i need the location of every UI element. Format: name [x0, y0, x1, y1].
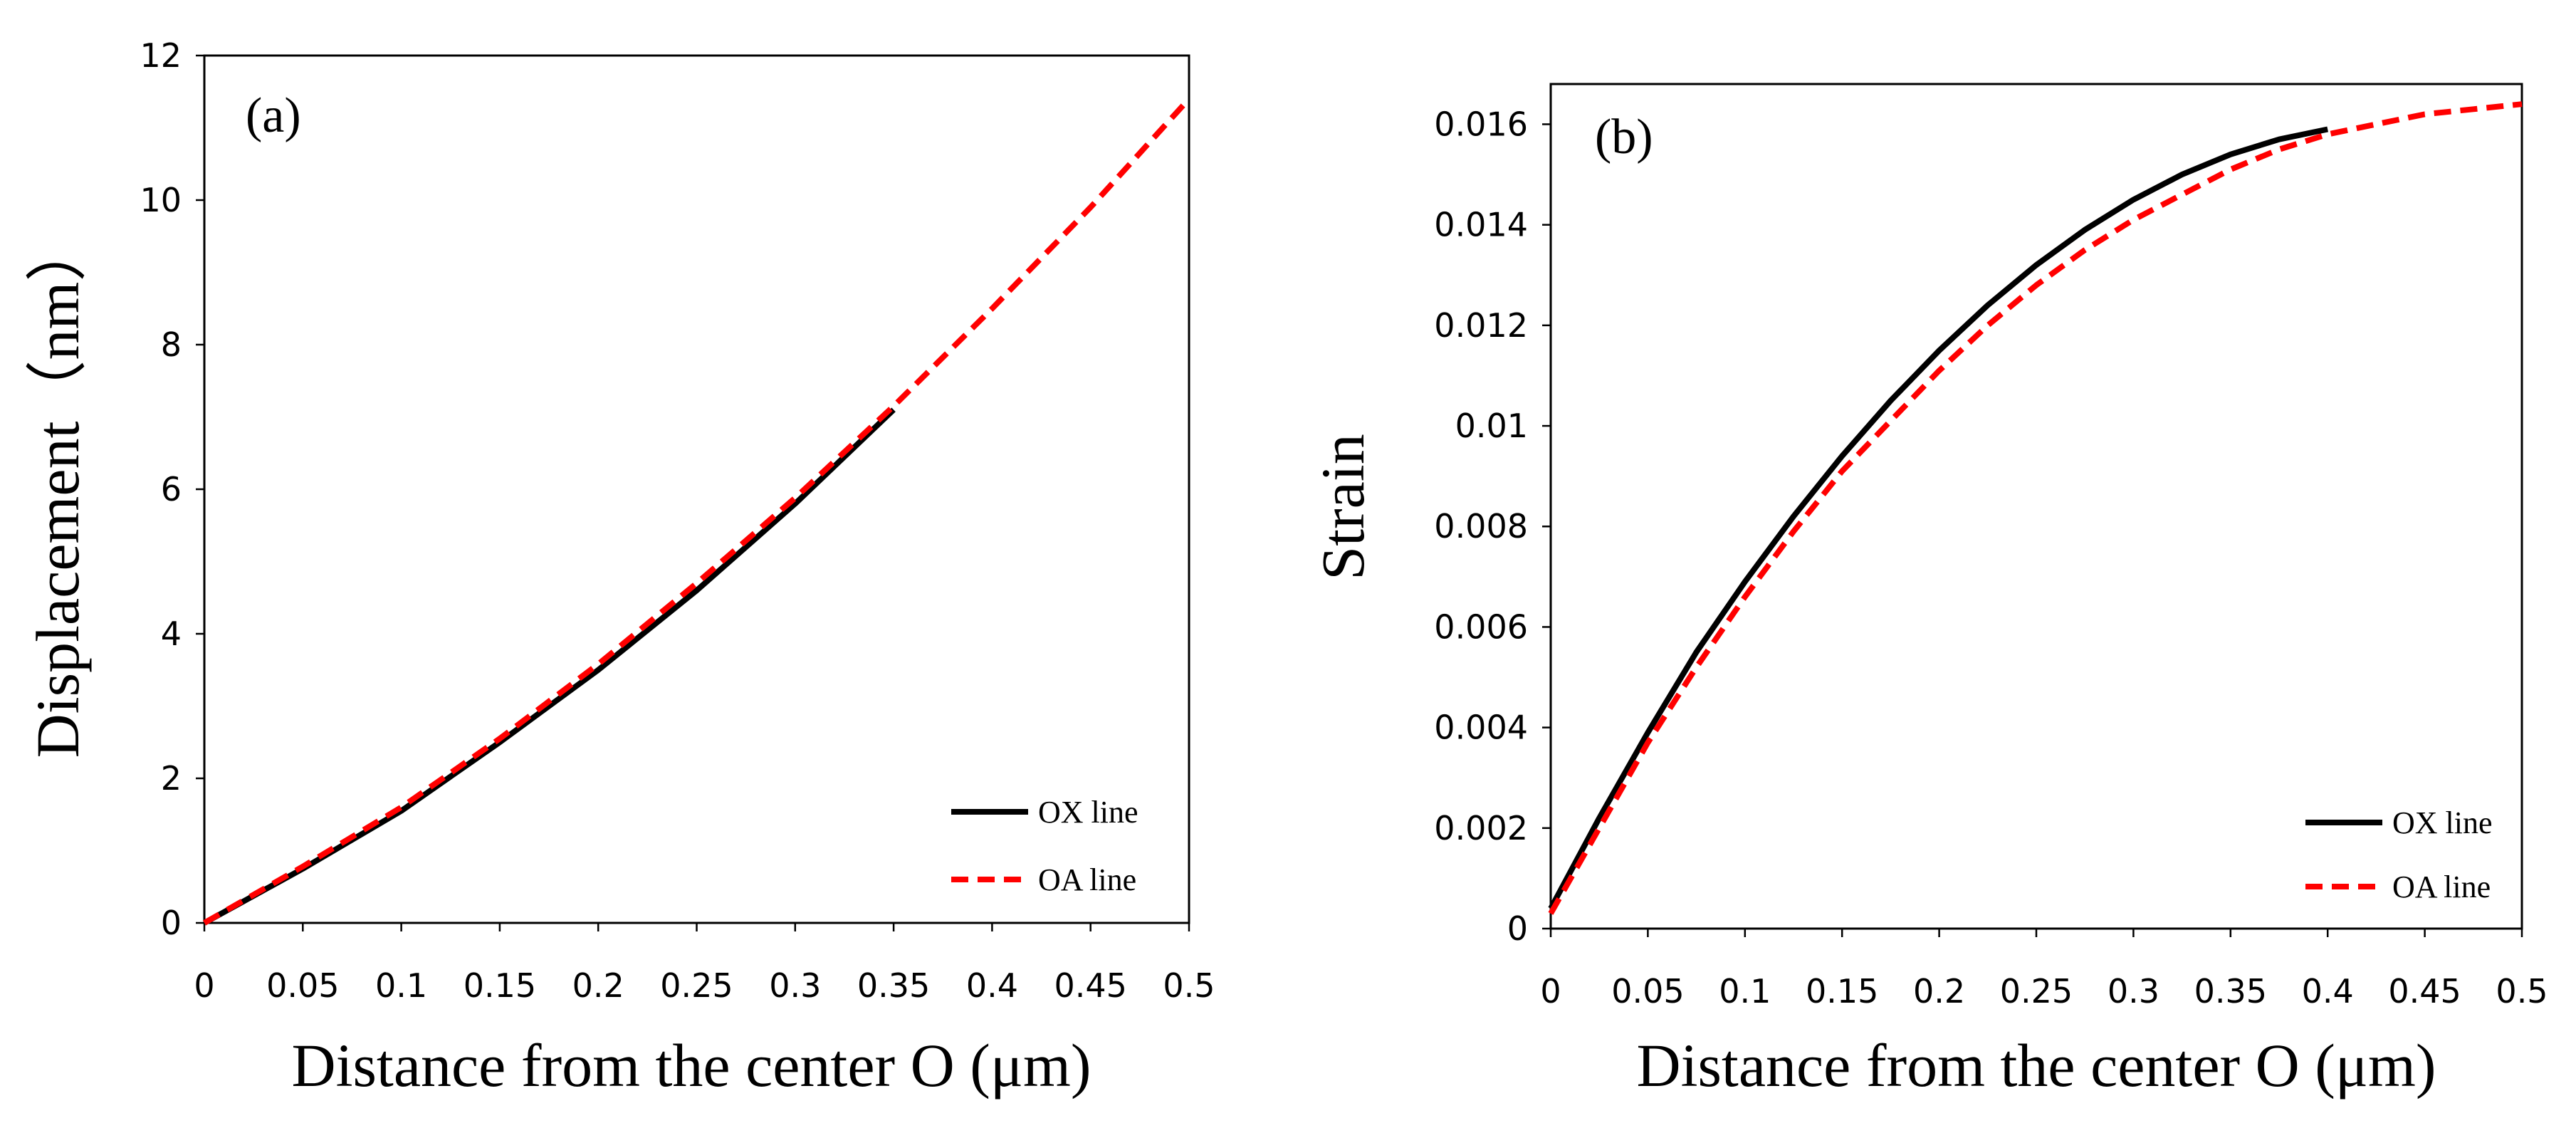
panel-b-x-tick-label: 0.1: [1719, 972, 1771, 1010]
panel-a-displacement-chart: 0 0.05 0.1 0.15 0.2 0.25 0.3 0.35 0.4 0.45 0.5 0 2 4 6…: [23, 36, 1215, 1100]
panel-b-x-tick-label: 0.4: [2302, 972, 2354, 1010]
panel-b-y-tick-label: 0.004: [1434, 709, 1528, 747]
panel-a-ticks: 0 0.05 0.1 0.15 0.2 0.25 0.3 0.35 0.4 0.45 0.5 0 2 4 6…: [140, 36, 1215, 1005]
panel-b-y-tick-label: 0.014: [1434, 206, 1528, 244]
panel-b-series: [1548, 101, 2523, 915]
panel-b-x-tick-label: 0.25: [2000, 972, 2073, 1010]
panel-a-x-tick-label: 0.25: [660, 966, 733, 1005]
panel-a-x-axis-title: Distance from the center O (μm): [291, 1031, 1091, 1100]
panel-a-x-tick-label: 0.15: [464, 966, 536, 1005]
panel-a-y-tick-label: 6: [161, 470, 182, 508]
panel-b-y-axis-title: Strain: [1309, 434, 1377, 580]
panel-a-series-oa-line: [203, 97, 1191, 926]
panel-b-legend-oa-label: OA line: [2392, 870, 2491, 904]
panel-a-legend-ox-label: OX line: [1038, 795, 1138, 830]
panel-a-y-axis-title: Displacement（nm）: [23, 221, 92, 758]
panel-b-x-tick-label: 0: [1540, 972, 1561, 1010]
panel-b-x-tick-label: 0.2: [1913, 972, 1965, 1010]
panel-a-x-tick-label: 0.45: [1054, 966, 1126, 1005]
panel-a-y-tick-label: 2: [161, 759, 182, 798]
panel-b-x-tick-label: 0.45: [2388, 972, 2461, 1010]
panel-b-y-tick-label: 0.006: [1434, 607, 1528, 646]
panel-a-x-tick-label: 0.35: [857, 966, 930, 1005]
panel-b-legend: OX line OA line: [2305, 805, 2493, 904]
panel-b-strain-chart: 0 0.05 0.1 0.15 0.2 0.25 0.3 0.35 0.4 0.45 0.5 0 0.0…: [1309, 83, 2548, 1100]
panel-a-y-tick-label: 10: [140, 181, 182, 219]
panel-a-x-tick-label: 0.5: [1163, 966, 1215, 1005]
panel-a-y-tick-label: 8: [161, 325, 182, 364]
panel-b-x-axis-title: Distance from the center O (μm): [1636, 1031, 2436, 1100]
panel-b-x-tick-label: 0.05: [1611, 972, 1684, 1010]
panel-b-y-tick-label: 0.002: [1434, 809, 1528, 847]
panel-a-y-tick-label: 0: [161, 904, 182, 942]
panel-a-y-tick-label: 4: [161, 615, 182, 653]
panel-b-ticks: 0 0.05 0.1 0.15 0.2 0.25 0.3 0.35 0.4 0.45 0.5 0 0.0…: [1434, 105, 2548, 1010]
panel-b-x-tick-label: 0.15: [1806, 972, 1878, 1010]
panel-b-x-tick-label: 0.35: [2194, 972, 2267, 1010]
panel-b-label: (b): [1595, 110, 1653, 164]
panel-b-y-tick-label: 0.012: [1434, 306, 1528, 345]
panel-a-legend-oa-label: OA line: [1038, 862, 1136, 897]
panel-a-label: (a): [246, 88, 301, 143]
panel-b-plot-frame: [1549, 83, 2523, 930]
panel-b-x-tick-label: 0.5: [2496, 972, 2548, 1010]
panel-b-x-tick-label: 0.3: [2108, 972, 2159, 1010]
panel-a-y-tick-label: 12: [140, 36, 182, 75]
panel-b-y-tick-label: 0.016: [1434, 105, 1528, 143]
panel-a-series-ox-line: [203, 407, 896, 926]
panel-a-plot-frame: [203, 54, 1190, 924]
panel-a-legend: OX line OA line: [951, 795, 1138, 897]
panel-a-x-tick-label: 0: [194, 966, 214, 1005]
panel-b-y-tick-label: 0.01: [1455, 407, 1528, 445]
panel-b-series-ox-line: [1548, 126, 2329, 910]
panel-b-legend-ox-label: OX line: [2392, 805, 2493, 840]
panel-a-x-tick-label: 0.05: [266, 966, 339, 1005]
panel-b-y-tick-label: 0: [1507, 909, 1528, 948]
panel-a-x-tick-label: 0.1: [375, 966, 427, 1005]
panel-b-y-tick-label: 0.008: [1434, 507, 1528, 545]
panel-a-x-tick-label: 0.2: [572, 966, 624, 1005]
panel-a-x-tick-label: 0.4: [966, 966, 1018, 1005]
panel-a-x-tick-label: 0.3: [769, 966, 821, 1005]
panel-a-series: [203, 97, 1191, 926]
panel-b-series-oa-line: [1548, 101, 2523, 915]
